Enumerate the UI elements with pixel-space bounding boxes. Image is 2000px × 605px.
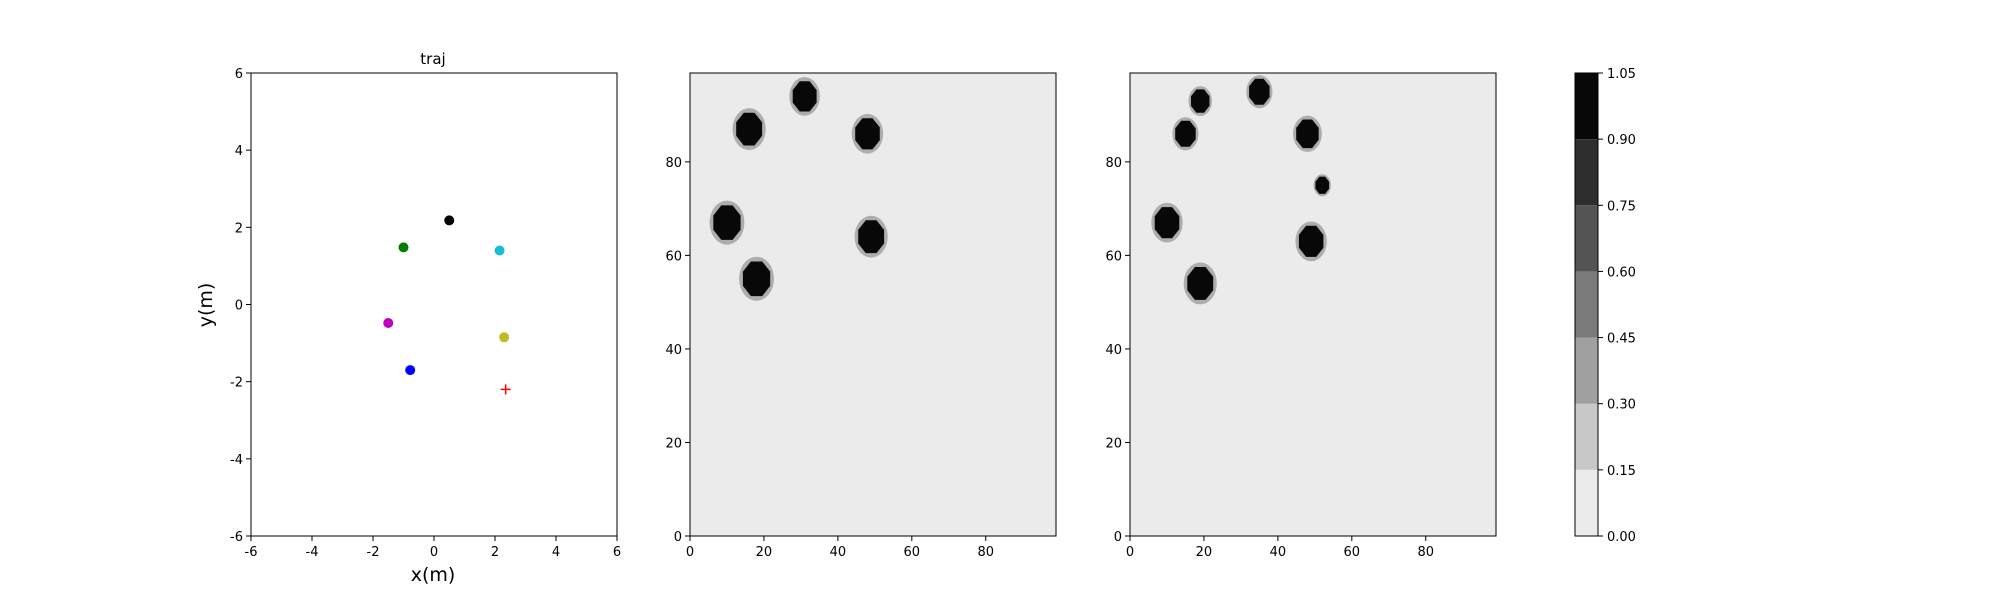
colorbar: 0.00 0.15 0.30 0.45 0.60 0.75 0.90 1.05	[1574, 67, 1636, 545]
obstacle-blob	[858, 220, 885, 254]
colorbar-band	[1575, 139, 1598, 206]
y-tick-label: 40	[665, 343, 682, 358]
y-tick-label: 20	[665, 436, 682, 451]
y-tick-label: 0	[1114, 530, 1122, 545]
y-tick-label: 80	[1105, 156, 1122, 171]
y-tick-label: 2	[235, 221, 243, 236]
traj-goal-marker	[500, 384, 511, 395]
map-1-obstacles	[709, 77, 888, 301]
obstacle-blob	[1298, 225, 1324, 257]
traj-panel: traj -6 -4 -2 0 2 4 6 -6 -4 -2 0 2 4 6 x(m) y(m)	[195, 50, 621, 586]
colorbar-band	[1575, 73, 1598, 140]
x-tick-label: 0	[686, 545, 694, 560]
y-tick-label: 4	[235, 144, 243, 159]
y-tick-label: 20	[1105, 436, 1122, 451]
colorbar-band	[1575, 205, 1598, 272]
colorbar-tick-label: 0.75	[1607, 199, 1636, 214]
map-1-x-ticks: 0 20 40 60 80	[686, 536, 994, 560]
traj-point	[405, 365, 416, 376]
obstacle-blob	[736, 112, 763, 146]
x-tick-label: 60	[1344, 545, 1361, 560]
obstacle-blob	[1296, 119, 1319, 149]
x-tick-label: 6	[613, 545, 621, 560]
map-2-obstacles	[1151, 75, 1331, 305]
colorbar-bands	[1575, 73, 1598, 536]
x-tick-label: 20	[1196, 545, 1213, 560]
y-tick-label: -2	[230, 376, 243, 391]
obstacle-blob	[1315, 176, 1330, 194]
obstacle-blob	[713, 205, 741, 240]
colorbar-tick-label: 0.60	[1607, 265, 1636, 280]
obstacle-blob	[742, 261, 771, 297]
map-panel-2: 0 20 40 60 80 0 20 40 60 80	[1105, 72, 1497, 560]
colorbar-band	[1575, 271, 1598, 338]
y-tick-label: 60	[665, 249, 682, 264]
colorbar-tick-label: 0.90	[1607, 133, 1636, 148]
x-tick-label: 20	[756, 545, 773, 560]
y-tick-label: -6	[230, 530, 243, 545]
x-tick-label: 40	[830, 545, 847, 560]
colorbar-tick-label: 0.30	[1607, 398, 1636, 413]
traj-y-label: y(m)	[195, 283, 217, 328]
x-tick-label: 0	[430, 545, 438, 560]
colorbar-tick-label: 1.05	[1607, 67, 1636, 82]
x-tick-label: 40	[1270, 545, 1287, 560]
x-tick-label: 80	[1417, 545, 1434, 560]
traj-x-label: x(m)	[411, 564, 456, 586]
x-tick-label: 60	[904, 545, 921, 560]
obstacle-blob	[855, 118, 880, 150]
obstacle-blob	[1187, 267, 1214, 300]
x-tick-label: 80	[977, 545, 994, 560]
traj-points	[383, 215, 511, 395]
traj-y-ticks: -6 -4 -2 0 2 4 6	[230, 67, 251, 545]
y-tick-label: 6	[235, 67, 243, 82]
map-2-y-ticks: 0 20 40 60 80	[1105, 156, 1130, 545]
obstacle-blob	[1175, 120, 1196, 147]
colorbar-frame	[1574, 72, 1599, 537]
x-tick-label: 4	[552, 545, 560, 560]
x-tick-label: -6	[245, 545, 258, 560]
colorbar-band	[1575, 403, 1598, 470]
y-tick-label: 60	[1105, 249, 1122, 264]
traj-point	[383, 318, 394, 329]
y-tick-label: 80	[665, 156, 682, 171]
traj-point	[444, 215, 455, 226]
traj-point	[499, 332, 510, 343]
map-1-y-ticks: 0 20 40 60 80	[665, 156, 690, 545]
y-tick-label: 40	[1105, 343, 1122, 358]
x-tick-label: -4	[306, 545, 319, 560]
y-tick-label: 0	[674, 530, 682, 545]
obstacle-blob	[1249, 78, 1270, 105]
colorbar-ticks: 0.00 0.15 0.30 0.45 0.60 0.75 0.90 1.05	[1598, 67, 1636, 545]
traj-x-ticks: -6 -4 -2 0 2 4 6	[245, 536, 621, 560]
traj-point	[494, 245, 505, 256]
traj-title: traj	[420, 50, 445, 68]
obstacle-blob	[792, 81, 817, 112]
obstacle-blob	[1154, 207, 1180, 239]
traj-axes-frame	[250, 72, 618, 537]
colorbar-tick-label: 0.45	[1607, 332, 1636, 347]
colorbar-band	[1575, 469, 1598, 536]
y-tick-label: -4	[230, 453, 243, 468]
colorbar-tick-label: 0.15	[1607, 464, 1636, 479]
traj-point	[398, 242, 409, 253]
x-tick-label: -2	[367, 545, 380, 560]
map-2-x-ticks: 0 20 40 60 80	[1126, 536, 1434, 560]
x-tick-label: 0	[1126, 545, 1134, 560]
colorbar-tick-label: 0.00	[1607, 530, 1636, 545]
obstacle-blob	[1191, 89, 1210, 113]
map-2-axes-frame	[1129, 72, 1497, 537]
y-tick-label: 0	[235, 299, 243, 314]
map-1-axes-frame	[689, 72, 1057, 537]
colorbar-band	[1575, 337, 1598, 404]
map-panel-1: 0 20 40 60 80 0 20 40 60 80	[665, 72, 1057, 560]
x-tick-label: 2	[491, 545, 499, 560]
